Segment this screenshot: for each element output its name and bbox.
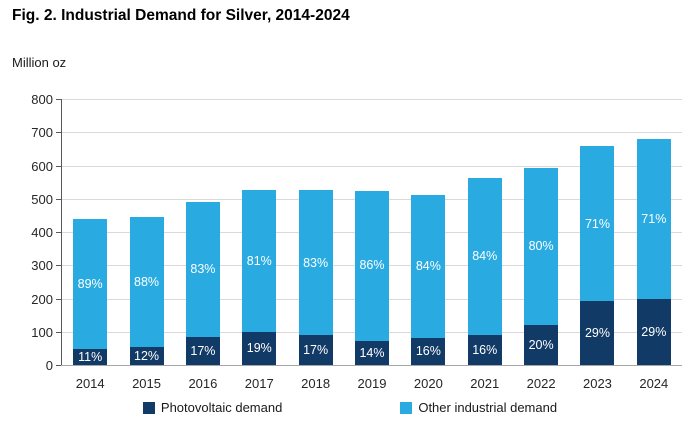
bar-label-other-industrial-2014: 89% (77, 276, 103, 291)
bar-segment-photovoltaic-2021: 16% (467, 335, 502, 365)
x-axis-label-2018: 2018 (301, 376, 331, 391)
bar-label-other-industrial-2017: 81% (246, 253, 272, 268)
bar-label-photovoltaic-2022: 20% (528, 337, 554, 352)
y-axis-label-500: 500 (31, 192, 53, 207)
y-axis-tick-400 (56, 232, 61, 233)
gridline-800 (62, 99, 682, 100)
y-axis-label-0: 0 (45, 358, 53, 373)
legend-item-other-industrial-demand: Other industrial demand (400, 400, 557, 415)
bar-label-photovoltaic-2023: 29% (584, 325, 610, 340)
y-axis-tick-300 (56, 265, 61, 266)
x-axis-label-2021: 2021 (470, 376, 500, 391)
bar-label-other-industrial-2021: 84% (472, 249, 498, 264)
bar-segment-photovoltaic-2014: 11% (73, 349, 108, 365)
bar-segment-photovoltaic-2017: 19% (242, 331, 277, 365)
y-axis-tick-800 (56, 99, 61, 100)
y-axis-label-200: 200 (31, 292, 53, 307)
gridline-600 (62, 166, 682, 167)
y-axis-label-400: 400 (31, 225, 53, 240)
x-axis-label-2019: 2019 (357, 376, 387, 391)
bar-label-photovoltaic-2015: 12% (134, 348, 160, 363)
bar-segment-photovoltaic-2024: 29% (636, 299, 671, 365)
y-axis-label-700: 700 (31, 125, 53, 140)
bar-segment-other-industrial-2017: 81% (242, 189, 277, 332)
x-axis-label-2024: 2024 (639, 376, 669, 391)
bar-segment-other-industrial-2021: 84% (467, 177, 502, 336)
bar-label-other-industrial-2019: 86% (359, 258, 385, 273)
x-axis-label-2017: 2017 (244, 376, 274, 391)
legend-item-photovoltaic-demand: Photovoltaic demand (142, 400, 283, 415)
x-axis-label-2014: 2014 (75, 376, 105, 391)
bar-label-other-industrial-2020: 84% (415, 259, 441, 274)
legend: Photovoltaic demand Other industrial dema… (0, 400, 700, 415)
bar-label-photovoltaic-2017: 19% (246, 341, 272, 356)
bar-segment-photovoltaic-2018: 17% (298, 335, 333, 365)
bar-label-other-industrial-2016: 83% (190, 262, 216, 277)
y-axis-unit-label: Million oz (12, 55, 67, 70)
bar-label-other-industrial-2023: 71% (584, 216, 610, 231)
bar-label-other-industrial-2022: 80% (528, 239, 554, 254)
y-axis-tick-700 (56, 132, 61, 133)
chart-title: Fig. 2. Industrial Demand for Silver, 20… (12, 7, 350, 24)
bar-segment-other-industrial-2022: 80% (524, 167, 559, 326)
bar-segment-other-industrial-2015: 88% (129, 217, 164, 348)
y-axis-label-600: 600 (31, 159, 53, 174)
bar-label-photovoltaic-2024: 29% (641, 324, 667, 339)
bar-segment-other-industrial-2018: 83% (298, 190, 333, 336)
bar-label-photovoltaic-2020: 16% (415, 344, 441, 359)
bar-label-photovoltaic-2014: 11% (78, 349, 103, 364)
bar-label-photovoltaic-2016: 17% (190, 343, 216, 358)
bar-segment-photovoltaic-2016: 17% (185, 337, 220, 365)
legend-swatch-icon (400, 401, 413, 414)
x-axis-label-2016: 2016 (188, 376, 218, 391)
y-axis-label-800: 800 (31, 92, 53, 107)
bar-segment-photovoltaic-2023: 29% (580, 301, 615, 365)
legend-label: Photovoltaic demand (160, 400, 283, 415)
bar-label-photovoltaic-2021: 16% (472, 342, 498, 357)
bar-label-photovoltaic-2018: 17% (303, 342, 329, 357)
y-axis-tick-200 (56, 299, 61, 300)
bar-segment-other-industrial-2020: 84% (411, 195, 446, 338)
bar-label-other-industrial-2015: 88% (134, 275, 160, 290)
y-axis-tick-0 (56, 365, 61, 366)
plot-area: 0 100 200 300 400 500 600 700 800 89% 11% 2014 88% 12… (31, 93, 682, 391)
bar-segment-other-industrial-2016: 83% (185, 202, 220, 338)
y-axis-tick-500 (56, 199, 61, 200)
x-axis-label-2022: 2022 (526, 376, 556, 391)
bar-segment-photovoltaic-2022: 20% (524, 325, 559, 365)
y-axis-tick-600 (56, 166, 61, 167)
x-axis-label-2015: 2015 (132, 376, 161, 391)
bar-segment-photovoltaic-2020: 16% (411, 337, 446, 365)
y-axis-label-300: 300 (31, 258, 53, 273)
bar-label-other-industrial-2024: 71% (641, 211, 667, 226)
bar-segment-photovoltaic-2019: 14% (355, 340, 389, 365)
bar-label-other-industrial-2018: 83% (303, 255, 329, 270)
x-axis-line (61, 365, 682, 366)
y-axis-label-100: 100 (31, 325, 53, 340)
bar-segment-other-industrial-2023: 71% (580, 146, 615, 302)
bar-segment-other-industrial-2014: 89% (73, 218, 108, 350)
gridline-700 (62, 132, 682, 133)
bar-segment-photovoltaic-2015: 12% (129, 347, 164, 365)
y-axis-line (61, 99, 62, 365)
x-axis-label-2023: 2023 (582, 376, 612, 391)
legend-swatch-icon (142, 401, 155, 414)
legend-label: Other industrial demand (418, 400, 558, 415)
bar-label-photovoltaic-2019: 14% (359, 345, 385, 360)
bar-segment-other-industrial-2024: 71% (636, 138, 671, 300)
x-axis-label-2020: 2020 (413, 376, 443, 391)
bar-segment-other-industrial-2019: 86% (355, 190, 389, 341)
y-axis-tick-100 (56, 332, 61, 333)
